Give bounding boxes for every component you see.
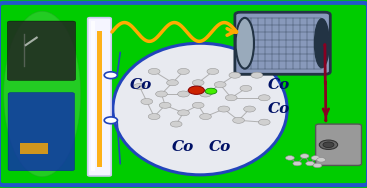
Circle shape	[293, 161, 302, 166]
Circle shape	[229, 72, 241, 78]
Circle shape	[134, 83, 145, 89]
Circle shape	[214, 82, 226, 88]
Circle shape	[205, 88, 217, 94]
Circle shape	[244, 106, 255, 112]
Text: Co: Co	[268, 78, 290, 92]
Circle shape	[141, 99, 153, 105]
Ellipse shape	[113, 43, 287, 175]
Bar	[20, 143, 48, 154]
Circle shape	[159, 102, 171, 108]
Circle shape	[251, 72, 263, 78]
Circle shape	[319, 140, 338, 149]
FancyBboxPatch shape	[0, 3, 367, 185]
Ellipse shape	[236, 18, 254, 69]
Text: Co: Co	[130, 78, 152, 92]
Circle shape	[300, 154, 309, 158]
FancyBboxPatch shape	[316, 124, 361, 165]
Circle shape	[323, 142, 334, 148]
Circle shape	[240, 85, 252, 91]
Circle shape	[192, 80, 204, 86]
FancyBboxPatch shape	[8, 92, 75, 171]
Circle shape	[313, 163, 322, 168]
Circle shape	[156, 91, 167, 97]
Circle shape	[258, 119, 270, 125]
Circle shape	[233, 117, 244, 123]
Circle shape	[178, 110, 189, 116]
Circle shape	[258, 95, 270, 101]
Text: Co: Co	[209, 140, 231, 154]
Ellipse shape	[4, 11, 81, 177]
Circle shape	[148, 114, 160, 120]
Circle shape	[178, 91, 189, 97]
Circle shape	[225, 95, 237, 101]
Circle shape	[207, 68, 219, 74]
Circle shape	[192, 102, 204, 108]
Circle shape	[311, 156, 320, 160]
Text: Co: Co	[268, 102, 290, 116]
Circle shape	[317, 158, 326, 162]
Circle shape	[104, 72, 117, 79]
Ellipse shape	[315, 19, 329, 68]
Circle shape	[188, 86, 204, 94]
Circle shape	[170, 121, 182, 127]
Circle shape	[286, 156, 294, 160]
Circle shape	[218, 106, 230, 112]
Circle shape	[167, 80, 178, 86]
FancyBboxPatch shape	[7, 21, 76, 80]
Text: Co: Co	[172, 140, 195, 154]
FancyBboxPatch shape	[235, 12, 330, 74]
Circle shape	[200, 114, 211, 120]
Circle shape	[178, 68, 189, 74]
Circle shape	[200, 91, 211, 97]
FancyBboxPatch shape	[88, 18, 111, 176]
Circle shape	[306, 161, 315, 166]
Circle shape	[148, 68, 160, 74]
Circle shape	[104, 117, 117, 124]
